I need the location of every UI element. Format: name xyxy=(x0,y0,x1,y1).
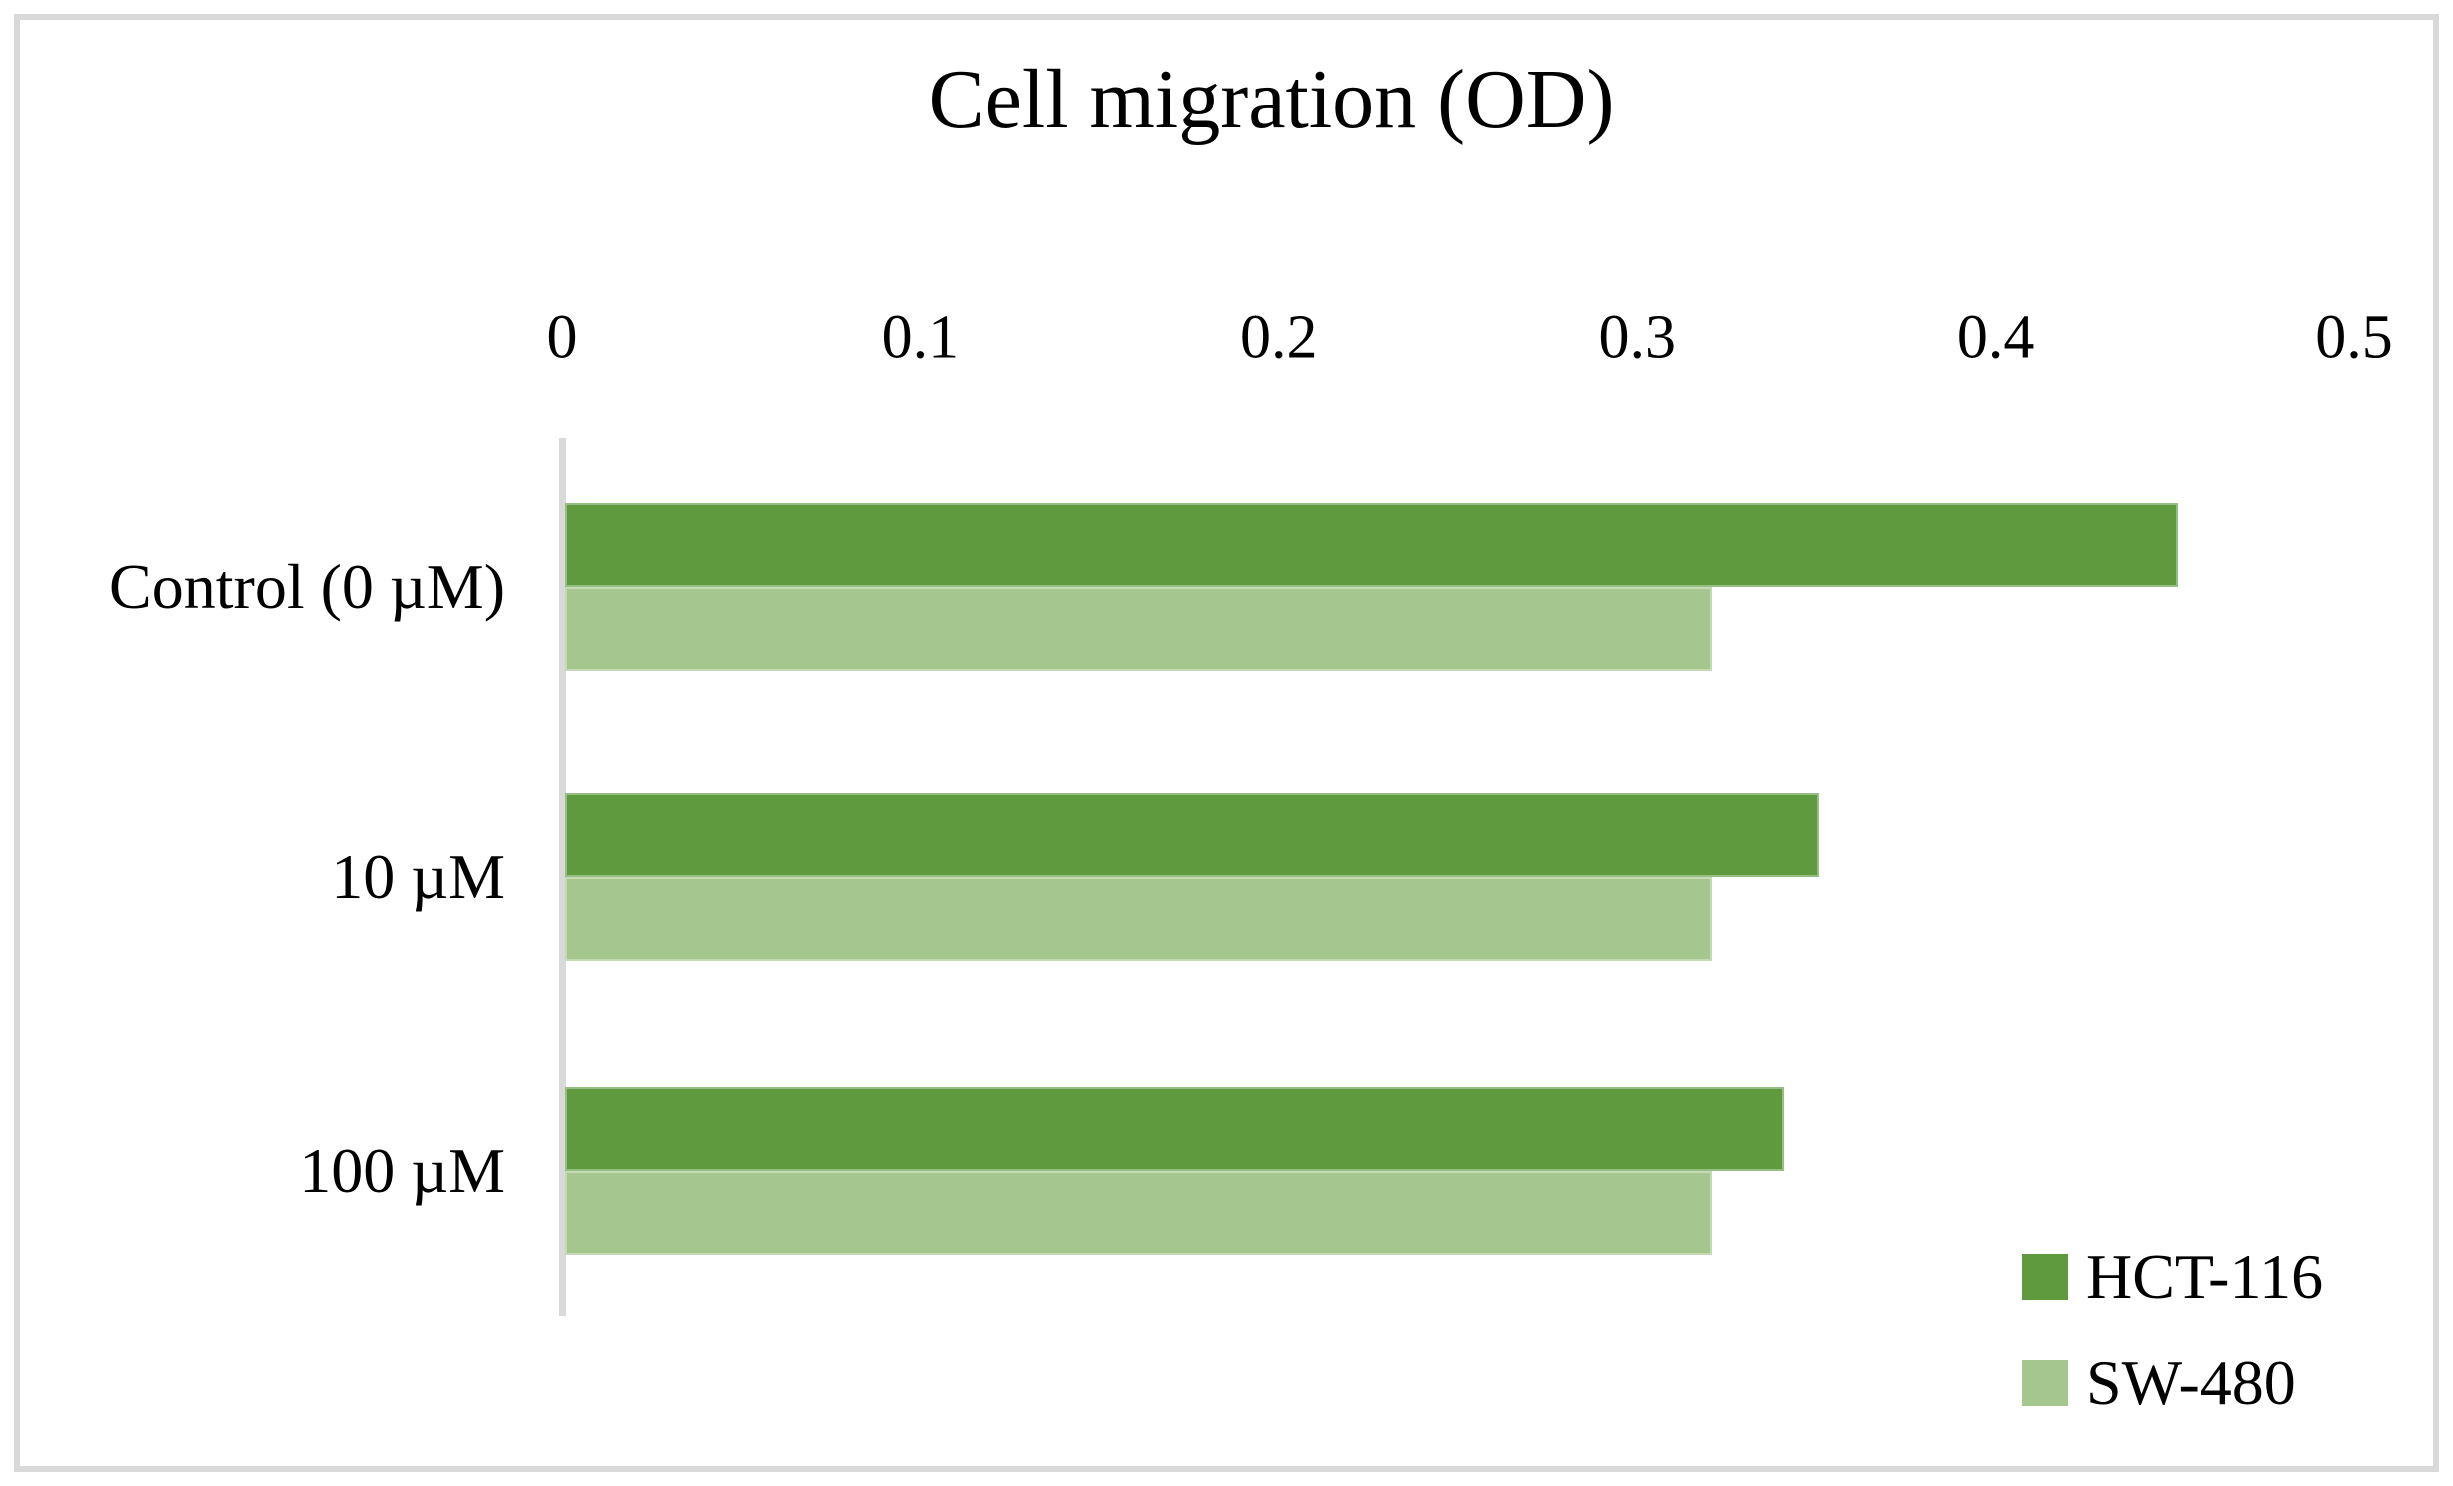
bar-sw-480-10-m xyxy=(565,877,1712,961)
figure-border-frame xyxy=(14,14,2439,1472)
x-tick-label-0-5: 0.5 xyxy=(2315,303,2393,372)
bar-sw-480-100-m xyxy=(565,1171,1712,1255)
bar-hct-116-100-m xyxy=(565,1087,1784,1171)
x-tick-label-0-2: 0.2 xyxy=(1240,303,1318,372)
x-tick-label-0-3: 0.3 xyxy=(1598,303,1676,372)
bar-hct-116-control-0-m xyxy=(565,503,2178,587)
x-tick-label-0-1: 0.1 xyxy=(881,303,960,372)
legend-item-hct-116: HCT-116 xyxy=(2022,1245,2323,1309)
x-tick-label-0-4: 0.4 xyxy=(1956,303,2035,372)
category-label-100-m: 100 µM xyxy=(299,1135,505,1206)
chart-title: Cell migration (OD) xyxy=(928,53,1615,146)
legend-swatch-sw-480 xyxy=(2022,1360,2068,1406)
legend-swatch-hct-116 xyxy=(2022,1254,2068,1300)
y-axis-line xyxy=(559,438,566,1316)
legend-label-hct-116: HCT-116 xyxy=(2086,1241,2324,1312)
legend-item-sw-480: SW-480 xyxy=(2022,1351,2296,1415)
bar-sw-480-control-0-m xyxy=(565,587,1712,671)
legend-label-sw-480: SW-480 xyxy=(2086,1347,2296,1418)
category-label-control-0-m: Control (0 µM) xyxy=(109,551,505,622)
x-tick-label-0: 0 xyxy=(546,303,578,372)
bar-hct-116-10-m xyxy=(565,793,1819,877)
category-label-10-m: 10 µM xyxy=(331,841,505,912)
